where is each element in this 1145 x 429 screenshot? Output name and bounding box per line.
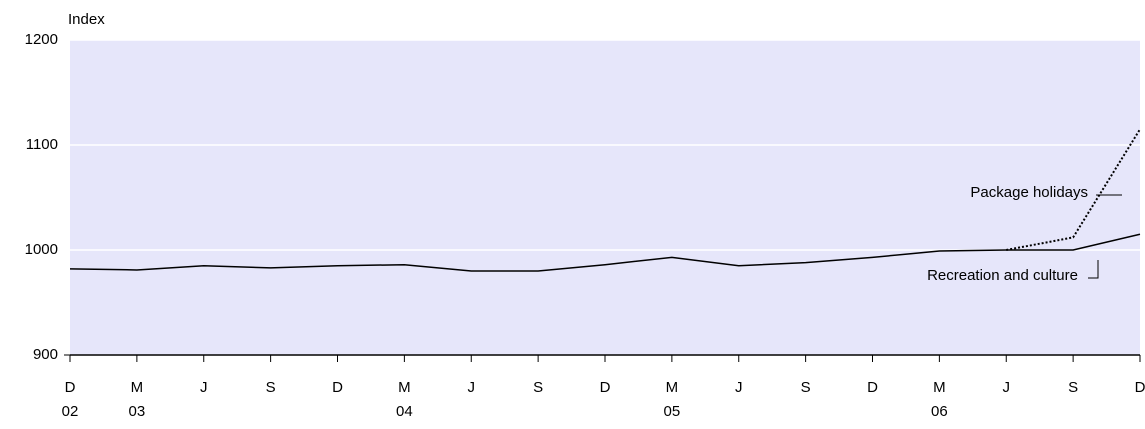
x-tick-label: J [200, 379, 208, 396]
series-label: Recreation and culture [927, 267, 1078, 284]
x-tick-label: S [533, 379, 543, 396]
x-tick-label: J [468, 379, 476, 396]
x-year-label: 03 [129, 403, 146, 420]
x-tick-label: M [666, 379, 679, 396]
y-tick-label: 1000 [25, 241, 58, 258]
x-year-label: 05 [664, 403, 681, 420]
plot-area [70, 40, 1140, 355]
y-tick-label: 1100 [26, 136, 58, 153]
x-year-label: 06 [931, 403, 948, 420]
x-tick-label: D [65, 379, 76, 396]
x-tick-label: S [266, 379, 276, 396]
y-tick-label: 900 [33, 346, 58, 363]
series-line [69, 233, 1141, 272]
x-tick-label: M [933, 379, 946, 396]
x-tick-label: D [867, 379, 878, 396]
x-tick-label: M [398, 379, 411, 396]
series-label: Package holidays [970, 184, 1088, 201]
y-tick-label: 1200 [25, 31, 58, 48]
y-axis-label: Index [68, 11, 105, 28]
x-tick-label: D [600, 379, 611, 396]
x-tick-label: M [131, 379, 144, 396]
x-tick-label: J [735, 379, 743, 396]
leader-line [1088, 260, 1099, 279]
x-tick-label: D [1135, 379, 1145, 396]
series-line [1006, 128, 1141, 251]
x-year-label: 04 [396, 403, 413, 420]
x-tick-label: S [801, 379, 811, 396]
x-tick-label: J [1003, 379, 1011, 396]
x-tick-label: D [332, 379, 343, 396]
x-tick-label: S [1068, 379, 1078, 396]
x-year-label: 02 [62, 403, 79, 420]
